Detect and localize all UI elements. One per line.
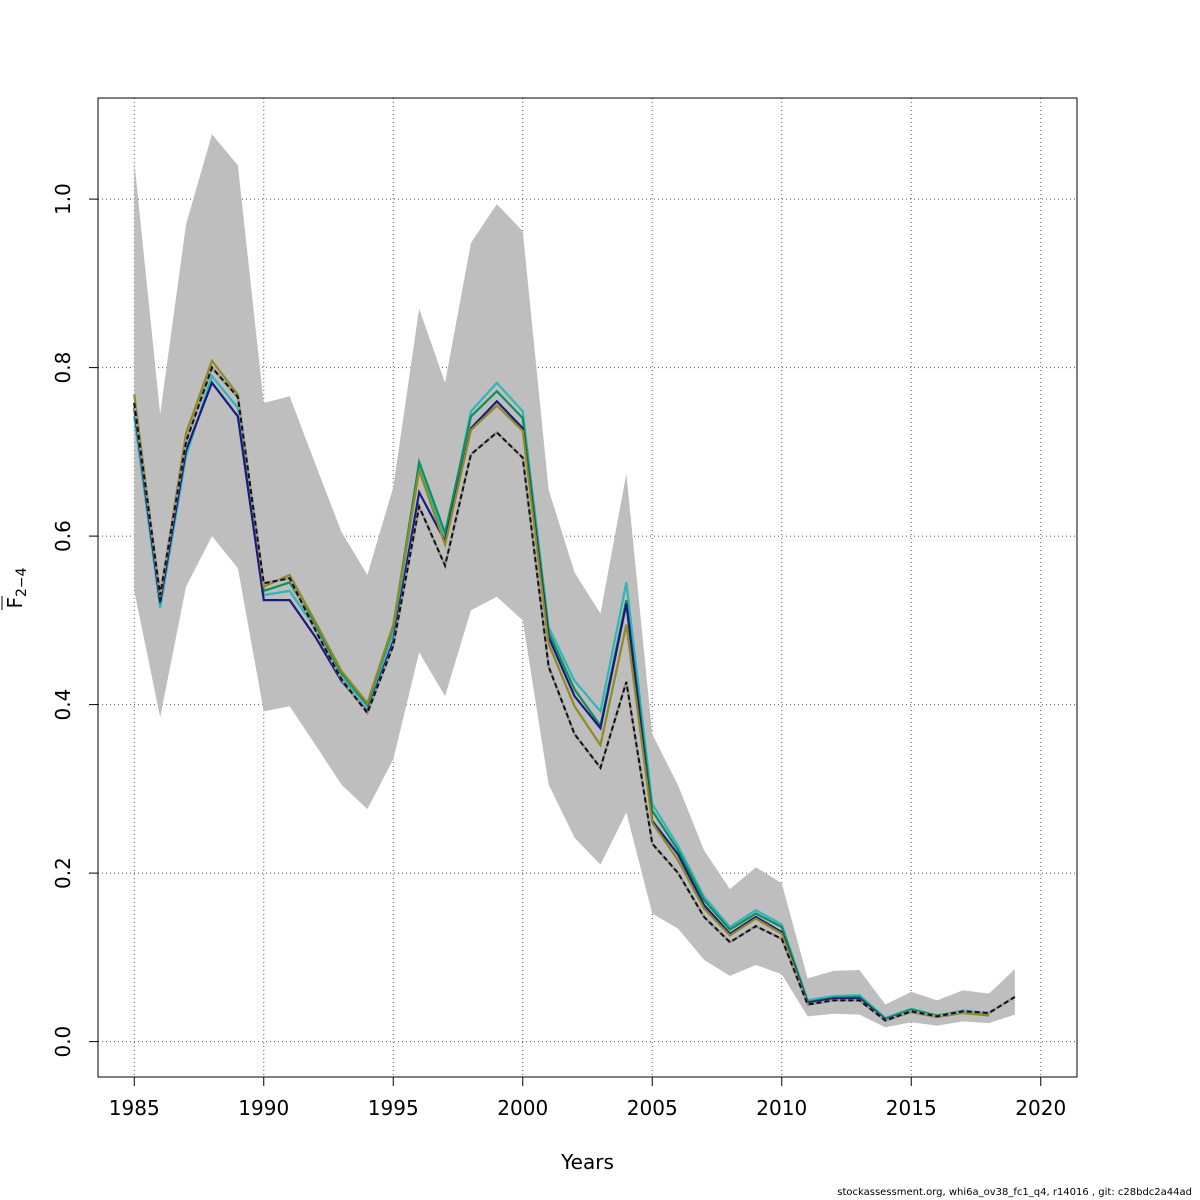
series-line-4 xyxy=(133,365,1016,1022)
x-axis: 1985 1990 1995 2000 2005 2010 2015 2020 xyxy=(109,1076,1066,1120)
y-axis-title-subscript: 2−4 xyxy=(14,567,30,597)
series-line-0 xyxy=(133,373,990,1020)
y-axis: 0.0 0.2 0.4 0.6 0.8 1.0 xyxy=(51,183,99,1058)
y-tick-label: 0.4 xyxy=(51,689,75,721)
series-line-1 xyxy=(133,365,990,1021)
series-line-2 xyxy=(133,380,990,1021)
x-tick-label: 1995 xyxy=(368,1096,419,1120)
y-axis-title-main: F xyxy=(3,597,27,609)
y-tick-label: 0.8 xyxy=(51,352,75,384)
confidence-band xyxy=(134,134,1015,1028)
x-axis-title: Years xyxy=(560,1150,614,1174)
x-tick-label: 1985 xyxy=(109,1096,160,1120)
x-tick-label: 1990 xyxy=(238,1096,289,1120)
x-tick-label: 2020 xyxy=(1015,1096,1066,1120)
y-tick-label: 0.0 xyxy=(51,1026,75,1058)
x-tick-label: 2000 xyxy=(497,1096,548,1120)
x-tick-label: 2005 xyxy=(627,1096,678,1120)
y-axis-title: F2−4 xyxy=(3,567,30,608)
x-tick-label: 2015 xyxy=(886,1096,937,1120)
y-tick-label: 0.6 xyxy=(51,520,75,552)
y-tick-label: 0.2 xyxy=(51,857,75,889)
confidence-band-layer xyxy=(134,134,1015,1028)
footer-source-note: stockassessment.org, whi6a_ov38_fc1_q4, … xyxy=(837,1187,1192,1198)
y-tick-label: 1.0 xyxy=(51,183,75,215)
series-layer xyxy=(133,358,1016,1022)
x-tick-label: 2010 xyxy=(756,1096,807,1120)
